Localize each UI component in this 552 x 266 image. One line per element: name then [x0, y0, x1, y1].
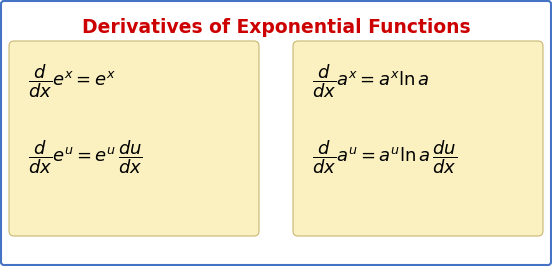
- Text: $\dfrac{d}{dx}a^u = a^u \ln a\,\dfrac{du}{dx}$: $\dfrac{d}{dx}a^u = a^u \ln a\,\dfrac{du…: [312, 138, 457, 176]
- Text: $\dfrac{d}{dx}e^x = e^x$: $\dfrac{d}{dx}e^x = e^x$: [28, 62, 116, 100]
- Text: $\dfrac{d}{dx}e^u = e^u\,\dfrac{du}{dx}$: $\dfrac{d}{dx}e^u = e^u\,\dfrac{du}{dx}$: [28, 138, 143, 176]
- FancyBboxPatch shape: [293, 41, 543, 236]
- Text: $\dfrac{d}{dx}a^x = a^x \ln a$: $\dfrac{d}{dx}a^x = a^x \ln a$: [312, 62, 429, 100]
- FancyBboxPatch shape: [9, 41, 259, 236]
- Text: Derivatives of Exponential Functions: Derivatives of Exponential Functions: [82, 18, 470, 37]
